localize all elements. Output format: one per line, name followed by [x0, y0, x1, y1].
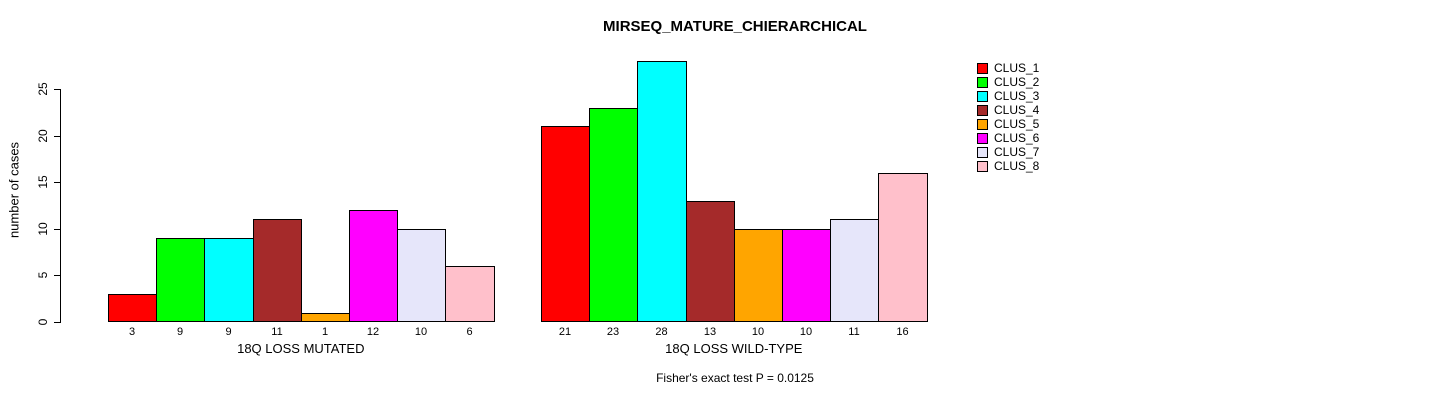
- legend-swatch-icon: [977, 160, 988, 172]
- bar-clus_4-group1: [253, 219, 302, 322]
- group-label-2: 18Q LOSS WILD-TYPE: [665, 341, 803, 356]
- chart-title: MIRSEQ_MATURE_CHIERARCHICAL: [603, 18, 867, 35]
- legend-item-clus_1: CLUS_1: [977, 61, 1039, 75]
- y-tick-mark-25: [54, 89, 61, 90]
- legend-item-clus_3: CLUS_3: [977, 89, 1039, 103]
- bar-value-label: 13: [703, 326, 717, 338]
- legend: CLUS_1 CLUS_2 CLUS_3 CLUS_4 CLUS_5 CLUS_6 CLUS…: [977, 61, 1039, 173]
- bar-clus_1-group2: [541, 126, 590, 322]
- legend-swatch-icon: [977, 76, 988, 88]
- y-tick-label-25: 25: [36, 82, 50, 96]
- y-tick-label-0: 0: [36, 318, 50, 326]
- bar-clus_5-group2: [734, 229, 783, 322]
- legend-swatch-icon: [977, 62, 988, 74]
- bar-value-label: 11: [271, 326, 283, 338]
- annotation-caption: Fisher's exact test P = 0.0125: [656, 371, 814, 385]
- bar-value-label: 16: [896, 326, 909, 338]
- y-tick-label-20: 20: [36, 128, 50, 143]
- legend-swatch-icon: [977, 104, 988, 116]
- bar-value-label: 11: [848, 326, 860, 338]
- bar-value-label: 1: [321, 326, 329, 338]
- bar-value-label: 9: [176, 326, 184, 338]
- y-axis-line: [60, 89, 61, 323]
- bar-clus_7-group1: [397, 229, 446, 322]
- y-tick-mark-20: [54, 136, 61, 137]
- y-tick-label-15: 15: [36, 175, 50, 189]
- bar-clus_8-group1: [445, 266, 495, 322]
- y-tick-label-5: 5: [36, 272, 50, 279]
- legend-item-clus_6: CLUS_6: [977, 131, 1039, 145]
- bar-value-label: 12: [366, 326, 380, 338]
- bar-clus_3-group1: [204, 238, 254, 322]
- y-tick-mark-5: [54, 275, 61, 276]
- legend-item-label: CLUS_4: [994, 103, 1040, 117]
- bar-value-label: 28: [655, 326, 668, 338]
- legend-item-label: CLUS_6: [994, 131, 1040, 145]
- legend-item-label: CLUS_3: [994, 89, 1040, 103]
- bar-clus_7-group2: [830, 219, 879, 322]
- bar-clus_6-group2: [782, 229, 831, 322]
- bar-value-label: 23: [606, 326, 620, 338]
- bar-clus_4-group2: [686, 201, 735, 322]
- y-tick-mark-10: [54, 229, 61, 230]
- bar-value-label: 10: [751, 326, 765, 338]
- legend-item-label: CLUS_1: [994, 61, 1040, 75]
- legend-item-label: CLUS_5: [994, 117, 1040, 131]
- bar-clus_2-group1: [156, 238, 205, 322]
- bar-clus_6-group1: [349, 210, 398, 322]
- legend-item-clus_4: CLUS_4: [977, 103, 1039, 117]
- y-axis-label: number of cases: [6, 141, 22, 239]
- bar-value-label: 3: [128, 326, 136, 338]
- legend-item-clus_7: CLUS_7: [977, 145, 1039, 159]
- legend-swatch-icon: [977, 90, 988, 102]
- bar-clus_8-group2: [878, 173, 928, 322]
- bar-clus_1-group1: [108, 294, 157, 322]
- bar-value-label: 10: [414, 326, 428, 338]
- legend-item-clus_5: CLUS_5: [977, 117, 1039, 131]
- bar-value-label: 6: [466, 326, 473, 338]
- legend-item-label: CLUS_8: [994, 159, 1040, 173]
- bar-clus_2-group2: [589, 108, 638, 322]
- legend-swatch-icon: [977, 132, 988, 144]
- legend-item-clus_2: CLUS_2: [977, 75, 1039, 89]
- y-tick-mark-15: [54, 182, 61, 183]
- group-label-1: 18Q LOSS MUTATED: [237, 341, 365, 356]
- bar-clus_5-group1: [301, 313, 350, 322]
- legend-item-label: CLUS_7: [994, 145, 1040, 159]
- bar-value-label: 9: [225, 326, 232, 338]
- legend-item-label: CLUS_2: [994, 75, 1040, 89]
- bar-value-label: 10: [799, 326, 813, 338]
- y-tick-mark-0: [54, 322, 61, 323]
- bar-clus_3-group2: [637, 61, 687, 322]
- legend-swatch-icon: [977, 118, 988, 130]
- bar-value-label: 21: [558, 326, 572, 338]
- legend-swatch-icon: [977, 146, 988, 158]
- legend-item-clus_8: CLUS_8: [977, 159, 1039, 173]
- y-tick-label-10: 10: [36, 222, 50, 236]
